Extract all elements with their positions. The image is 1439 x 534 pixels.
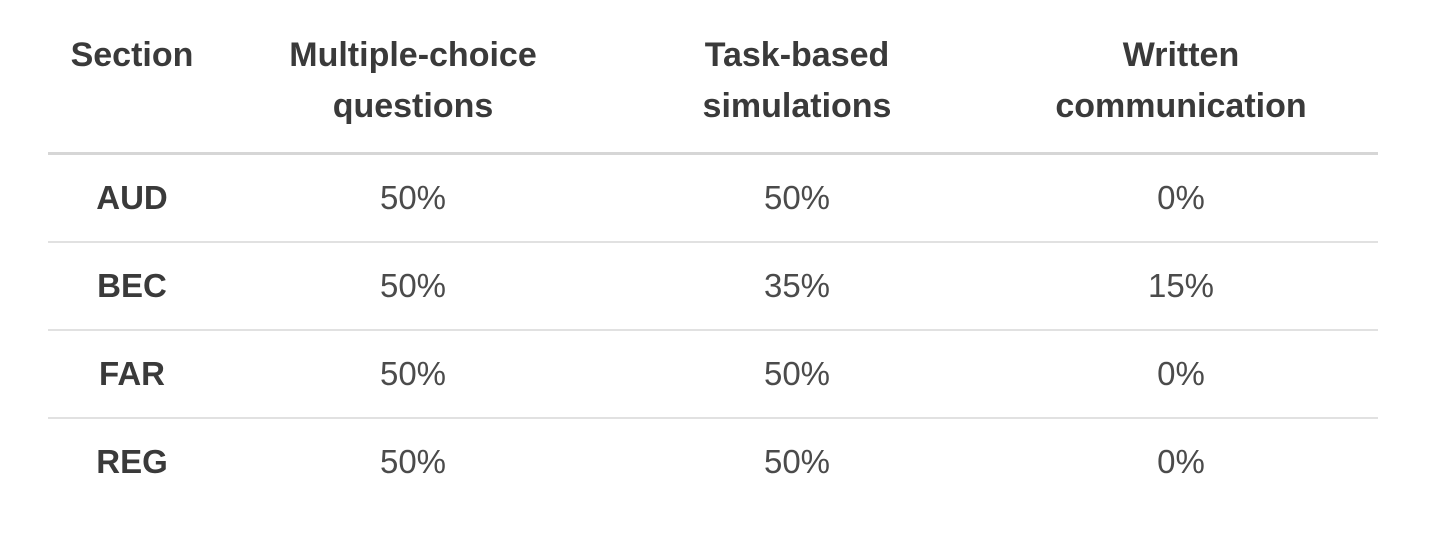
section-label: AUD	[48, 153, 216, 243]
tbs-value: 50%	[610, 153, 984, 243]
tbs-value: 50%	[610, 330, 984, 419]
wc-value: 0%	[984, 330, 1378, 419]
table-row-aud: AUD 50% 50% 0%	[48, 153, 1378, 243]
section-label: BEC	[48, 242, 216, 331]
table-row-bec: BEC 50% 35% 15%	[48, 242, 1378, 331]
tbs-value: 50%	[763, 443, 831, 480]
section-label: FAR	[48, 330, 216, 419]
exam-weighting-table-container: Section Multiple-choice questions Task-b…	[48, 0, 1378, 505]
wc-value: 0%	[984, 153, 1378, 243]
exam-weighting-table: Section Multiple-choice questions Task-b…	[48, 0, 1378, 505]
mcq-value: 50%	[216, 242, 610, 331]
column-header-multiple-choice-questions: Multiple-choice questions	[216, 0, 610, 155]
wc-value: 15%	[984, 242, 1378, 331]
column-header-written-communication: Written communication	[984, 0, 1378, 155]
mcq-value: 50%	[379, 443, 447, 480]
tbs-value: 35%	[610, 242, 984, 331]
table-row-far: FAR 50% 50% 0%	[48, 330, 1378, 419]
mcq-value: 50%	[216, 153, 610, 243]
wc-value: 0%	[1157, 443, 1205, 480]
mcq-value: 50%	[216, 330, 610, 419]
table-row-reg: REG 50% 50% 0%	[48, 418, 1378, 505]
column-header-task-based-simulations: Task-based simulations	[610, 0, 984, 155]
header-row: Section Multiple-choice questions Task-b…	[48, 0, 1378, 155]
column-header-section: Section	[48, 0, 216, 155]
section-label: REG	[96, 443, 168, 480]
